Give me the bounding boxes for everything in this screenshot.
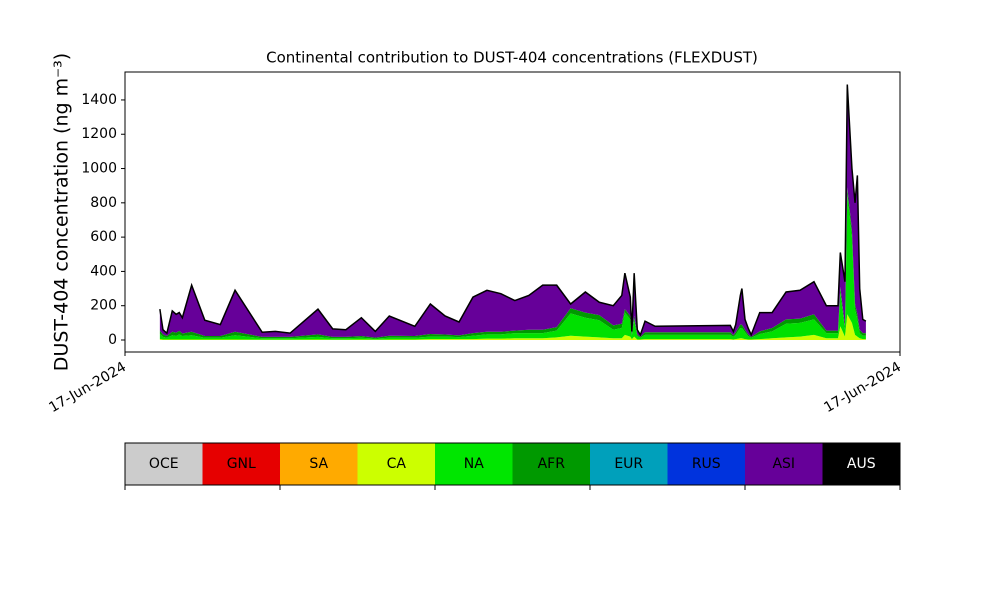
colorbar-cell: [822, 443, 900, 485]
colorbar-label: ASI: [772, 456, 795, 472]
y-tick-label: 400: [90, 263, 117, 279]
area: [159, 194, 866, 340]
colorbar-label: GNL: [227, 456, 256, 472]
colorbar-cell: [667, 443, 745, 485]
colorbar-label: NA: [464, 456, 484, 472]
y-tick-label: 200: [90, 298, 117, 314]
colorbar-label: OCE: [149, 456, 179, 472]
colorbar-cell: [202, 443, 280, 485]
y-tick-label: 600: [90, 229, 117, 245]
colorbar-label: SA: [309, 456, 328, 472]
colorbar-cell: [435, 443, 513, 485]
colorbar-label: RUS: [692, 456, 721, 472]
colorbar-frame: [124, 442, 901, 486]
colorbar-cell: [280, 443, 358, 485]
y-tick-label: 0: [108, 332, 117, 348]
y-tick-label: 1400: [81, 92, 117, 108]
total-outline: [159, 84, 867, 337]
y-axis-label: DUST-404 concentration (ng m⁻³): [51, 53, 73, 371]
y-tick-label: 800: [90, 195, 117, 211]
colorbar-cell: [512, 443, 590, 485]
x-tick-label: 17-Jun-2024: [821, 359, 904, 416]
colorbar-label: AFR: [538, 456, 566, 472]
chart-title: Continental contribution to DUST-404 con…: [266, 49, 758, 67]
area: [159, 314, 866, 340]
y-tick-label: 1200: [81, 126, 117, 142]
colorbar-cell: [590, 443, 668, 485]
colorbar-cell: [745, 443, 823, 485]
colorbar-cell: [357, 443, 435, 485]
colorbar-cell: [125, 443, 203, 485]
colorbar-label: EUR: [614, 456, 643, 472]
colorbar-label: AUS: [847, 456, 876, 472]
area: [159, 84, 866, 338]
y-tick-label: 1000: [81, 161, 117, 177]
colorbar-label: CA: [387, 456, 407, 472]
plot-frame: [124, 71, 901, 353]
